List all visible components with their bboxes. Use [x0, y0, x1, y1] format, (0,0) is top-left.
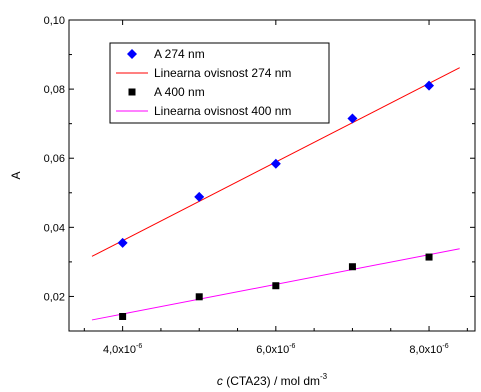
x-tick-label: 4,0x10-6 [103, 343, 142, 356]
point-400nm [195, 293, 203, 301]
axes: 0,020,040,060,080,104,0x10-6 6,0x10-6 8,0x… [44, 15, 476, 356]
y-tick-label: 0,02 [44, 291, 65, 303]
legend-box [109, 42, 330, 124]
data-points [117, 80, 435, 320]
x-tick-exponent: -6 [136, 343, 142, 350]
legend: A 274 nm Linearna ovisnost 274 nm A 400 nm… [109, 42, 330, 124]
legend-marker [127, 49, 137, 59]
y-tick-label: 0,04 [44, 222, 65, 234]
point-274nm [270, 158, 281, 169]
legend-label: Linearna ovisnost 274 nm [154, 66, 291, 80]
point-274nm [424, 80, 435, 91]
x-axis-title-sup: -3 [320, 372, 328, 381]
x-tick-label: 8,0x10-6 [409, 343, 448, 356]
point-400nm [425, 253, 433, 261]
point-274nm [347, 113, 358, 124]
x-tick-mantissa: 4,0x10 [103, 344, 136, 356]
x-tick-label: 6,0x10-6 [256, 343, 295, 356]
y-tick-label: 0,06 [44, 153, 65, 165]
y-tick-label: 0,08 [44, 84, 65, 96]
point-274nm [194, 191, 205, 202]
point-400nm [272, 282, 280, 290]
legend-label: Linearna ovisnost 400 nm [154, 104, 291, 118]
y-axis-title: A [9, 171, 23, 179]
x-axis-title: c (CTA23) / mol dm-3 [217, 372, 328, 388]
point-400nm [119, 312, 127, 320]
x-axis-title-text: (CTA23) / mol dm [223, 374, 320, 388]
x-tick-mantissa: 6,0x10 [256, 344, 289, 356]
x-tick-exponent: -6 [442, 343, 448, 350]
legend-label: A 274 nm [154, 47, 205, 61]
y-tick-label: 0,10 [44, 15, 65, 27]
point-400nm [348, 263, 356, 271]
x-axis-title-italic: c [217, 374, 223, 388]
legend-marker [128, 88, 136, 96]
x-tick-exponent: -6 [289, 343, 295, 350]
legend-label: A 400 nm [154, 85, 205, 99]
point-274nm [117, 237, 128, 248]
x-tick-mantissa: 8,0x10 [409, 344, 442, 356]
plot-frame [68, 19, 476, 332]
